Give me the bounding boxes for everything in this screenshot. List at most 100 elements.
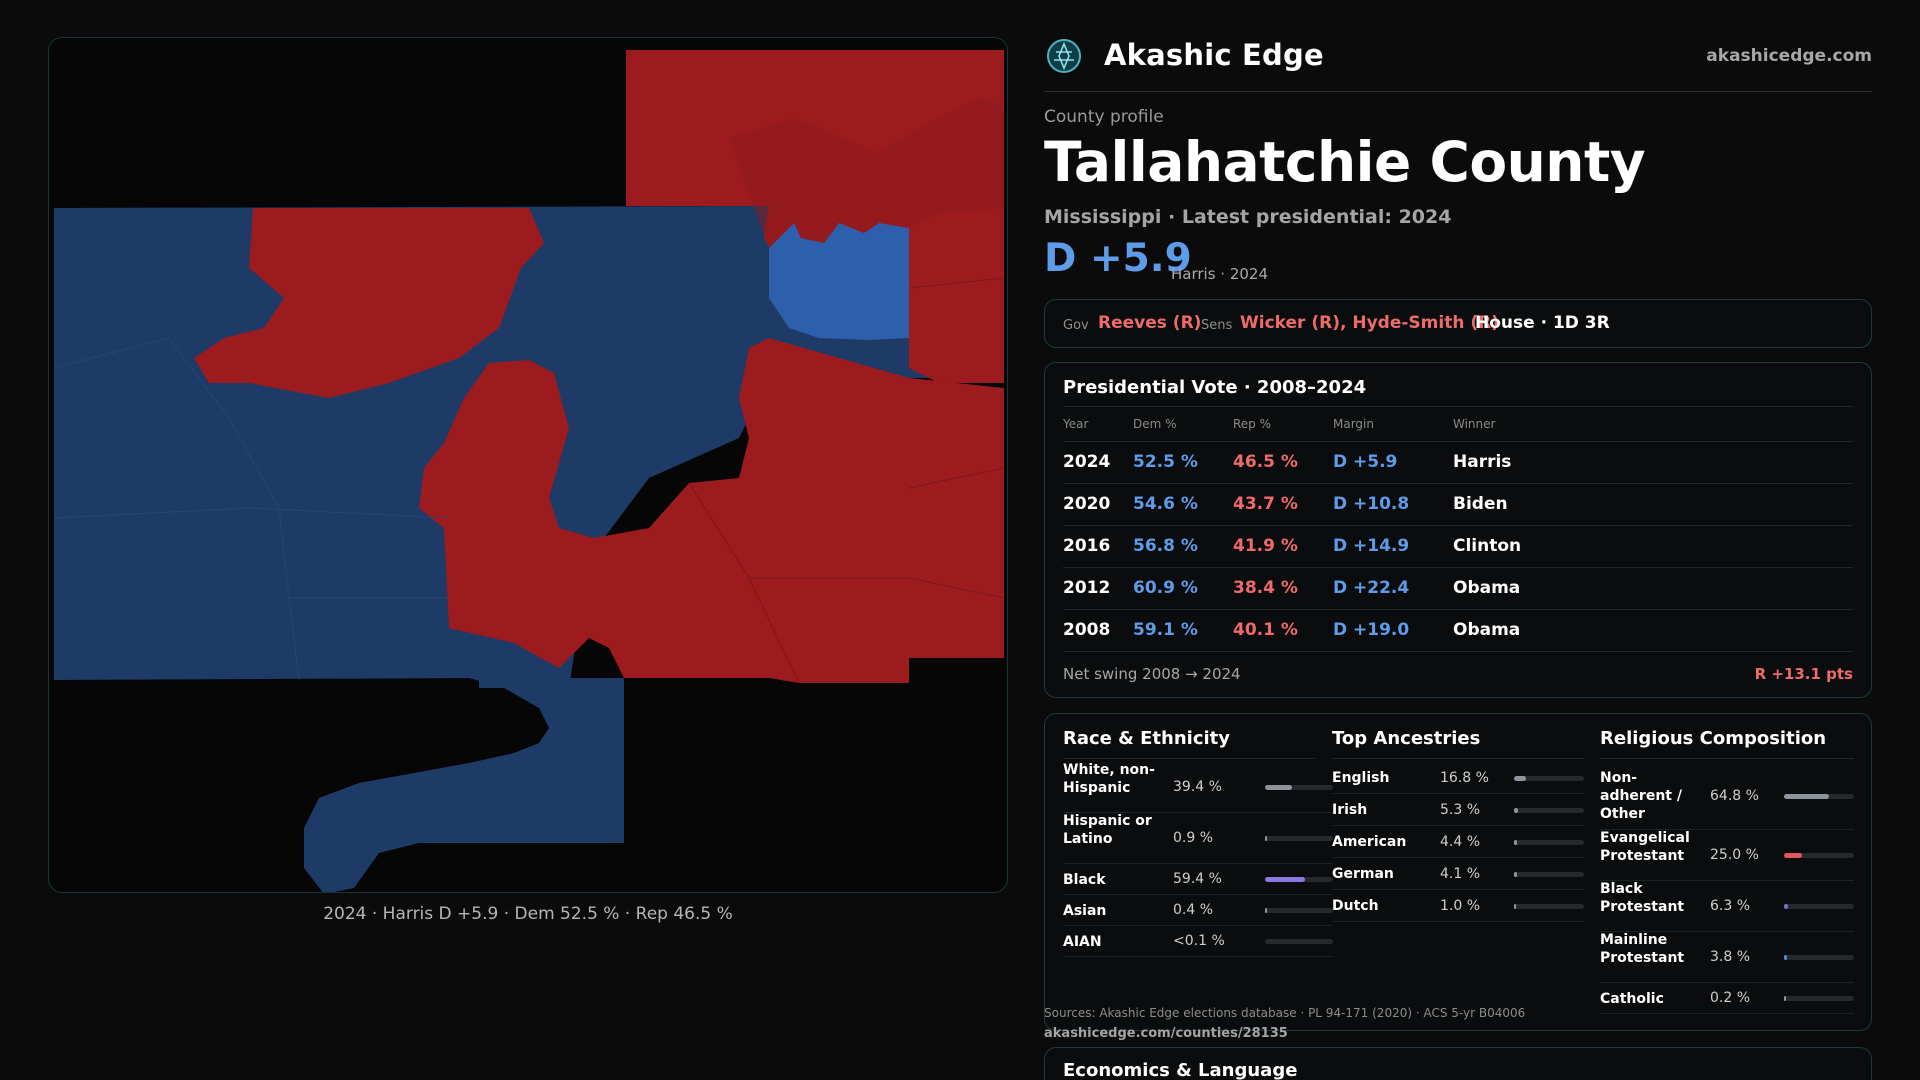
share-bar-fill [1784, 904, 1788, 909]
col-margin: Margin [1333, 417, 1374, 431]
share-bar-fill [1265, 877, 1305, 882]
table-row: 2020 54.6 % 43.7 % D +10.8 Biden [1063, 484, 1853, 526]
brand-header: Akashic Edge akashicedge.com [1044, 36, 1872, 92]
share-bar [1265, 877, 1333, 882]
list-item: Hispanic or Latino 0.9 % [1063, 813, 1333, 864]
share-bar [1265, 785, 1333, 790]
share-bar-fill [1265, 836, 1267, 841]
presidential-title: Presidential Vote · 2008–2024 [1063, 377, 1367, 398]
item-value: 6.3 % [1710, 898, 1751, 914]
share-bar [1514, 903, 1584, 909]
list-item: Non-adherent / Other 64.8 % [1600, 762, 1854, 830]
precinct-shapes [53, 50, 1005, 893]
row-rep: 43.7 % [1233, 494, 1298, 514]
share-bar [1514, 839, 1584, 845]
col-dem: Dem % [1133, 417, 1177, 431]
source-url-link[interactable]: akashicedge.com/counties/28135 [1044, 1026, 1288, 1041]
county-map[interactable] [48, 37, 1008, 893]
precinct-map-svg [53, 50, 1005, 893]
share-bar [1265, 836, 1333, 841]
share-bar [1784, 955, 1854, 960]
share-bar-fill [1784, 996, 1786, 1001]
item-value: 25.0 % [1710, 847, 1759, 863]
share-bar [1784, 793, 1854, 799]
item-value: 1.0 % [1440, 897, 1481, 914]
precinct-rep-north[interactable] [729, 98, 1004, 248]
share-bar [1265, 908, 1333, 913]
ancestry-divider [1332, 758, 1584, 759]
col-rep: Rep % [1233, 417, 1272, 431]
row-winner: Obama [1453, 620, 1521, 640]
list-item: Asian 0.4 % [1063, 895, 1333, 926]
item-value: 16.8 % [1440, 769, 1489, 786]
share-bar [1514, 871, 1584, 877]
compass-icon[interactable] [1046, 38, 1082, 74]
col-year: Year [1063, 417, 1089, 431]
page-eyebrow: County profile [1044, 107, 1164, 127]
row-rep: 46.5 % [1233, 452, 1298, 472]
table-row: 2016 56.8 % 41.9 % D +14.9 Clinton [1063, 526, 1853, 568]
item-label: AIAN [1063, 933, 1102, 950]
item-label: Hispanic or Latino [1063, 812, 1152, 847]
demographics-card: Race & Ethnicity Top Ancestries Religiou… [1044, 713, 1872, 1031]
item-label: Mainline Protestant [1600, 931, 1685, 966]
brand-url-link[interactable]: akashicedge.com [1706, 46, 1872, 66]
row-rep: 38.4 % [1233, 578, 1298, 598]
row-winner: Harris [1453, 452, 1512, 472]
page-title: Tallahatchie County [1044, 130, 1646, 194]
list-item: German 4.1 % [1332, 858, 1584, 890]
presidential-vote-card: Presidential Vote · 2008–2024 Year Dem %… [1044, 362, 1872, 698]
item-value: <0.1 % [1173, 933, 1225, 949]
table-header: Year Dem % Rep % Margin Winner [1063, 406, 1853, 442]
religion-divider [1600, 758, 1854, 759]
brand-name[interactable]: Akashic Edge [1104, 38, 1324, 72]
share-bar-fill [1784, 955, 1787, 960]
item-value: 0.2 % [1710, 990, 1751, 1006]
precinct-rep-northwest[interactable] [194, 208, 544, 398]
margin-note: Harris · 2024 [1171, 265, 1269, 283]
item-value: 4.4 % [1440, 833, 1481, 850]
row-dem: 59.1 % [1133, 620, 1198, 640]
row-dem: 54.6 % [1133, 494, 1198, 514]
row-margin: D +5.9 [1333, 452, 1398, 472]
precinct-dem-enclave[interactable] [769, 223, 909, 340]
share-bar-fill [1784, 853, 1802, 858]
economics-card: Economics & Language [1044, 1047, 1872, 1080]
item-value: 5.3 % [1440, 801, 1481, 818]
table-row: 2024 52.5 % 46.5 % D +5.9 Harris [1063, 442, 1853, 484]
precinct-dem-south[interactable] [304, 678, 624, 893]
race-title: Race & Ethnicity [1063, 728, 1230, 749]
gov-label: Gov [1063, 318, 1089, 333]
list-item: English 16.8 % [1332, 762, 1584, 794]
row-rep: 41.9 % [1233, 536, 1298, 556]
item-label: Asian [1063, 902, 1107, 919]
list-item: AIAN <0.1 % [1063, 926, 1333, 957]
item-label: Catholic [1600, 990, 1664, 1007]
table-row: 2008 59.1 % 40.1 % D +19.0 Obama [1063, 610, 1853, 652]
economics-title: Economics & Language [1063, 1060, 1298, 1080]
row-margin: D +14.9 [1333, 536, 1410, 556]
row-year: 2024 [1063, 452, 1111, 472]
item-label: White, non-Hispanic [1063, 761, 1155, 796]
row-dem: 60.9 % [1133, 578, 1198, 598]
list-item: American 4.4 % [1332, 826, 1584, 858]
item-label: Dutch [1332, 898, 1379, 914]
item-label: Evangelical Protestant [1600, 829, 1690, 864]
row-winner: Clinton [1453, 536, 1522, 556]
precinct-rep-east[interactable] [909, 208, 1004, 383]
list-item: Irish 5.3 % [1332, 794, 1584, 826]
item-label: American [1332, 834, 1407, 850]
list-item: Catholic 0.2 % [1600, 983, 1854, 1014]
row-winner: Biden [1453, 494, 1508, 514]
row-year: 2016 [1063, 536, 1111, 556]
map-caption: 2024 · Harris D +5.9 · Dem 52.5 % · Rep … [323, 904, 733, 924]
row-margin: D +19.0 [1333, 620, 1410, 640]
row-year: 2020 [1063, 494, 1111, 514]
row-rep: 40.1 % [1233, 620, 1298, 640]
list-item: Black Protestant 6.3 % [1600, 881, 1854, 932]
share-bar-fill [1784, 793, 1829, 799]
precinct-rep-central[interactable] [419, 338, 1004, 683]
row-margin: D +10.8 [1333, 494, 1410, 514]
row-winner: Obama [1453, 578, 1521, 598]
row-margin: D +22.4 [1333, 578, 1410, 598]
